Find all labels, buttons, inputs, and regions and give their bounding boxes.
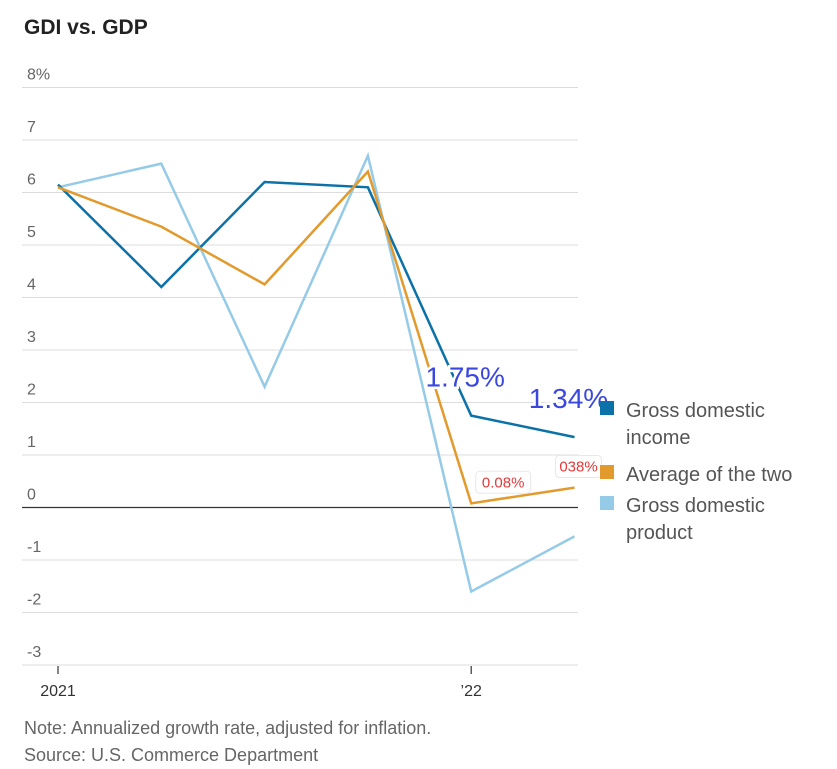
y-axis-ticks: -3 -2 -1 0 1 2 3 4 5 6 7 8% [27,67,50,662]
y-tick-label: -2 [27,592,41,609]
annotation-label-small: 0.08% [482,474,525,491]
chart-title: GDI vs. GDP [24,16,148,39]
value-annotations: 1.75% 1.34% 0.08% 038% [423,359,611,494]
y-tick-label: -3 [27,644,41,661]
series-line-gdi [57,180,575,439]
x-tick-label: ’22 [461,683,482,700]
legend-swatch-gdi [600,401,614,415]
annotation-label-small: 038% [559,459,597,476]
y-tick-label: 5 [27,224,36,241]
legend-label-average: Average of the two [626,464,792,486]
legend-label-gdp: Gross domestic [626,495,765,517]
series-lines [57,151,576,594]
x-tick-label: 2021 [40,683,76,700]
y-tick-label: 4 [27,277,36,294]
chart-source: Source: U.S. Commerce Department [24,745,319,765]
y-tick-label: 0 [27,487,36,504]
y-tick-label: -1 [27,539,41,556]
series-line-gdp [57,151,576,594]
legend-swatch-average [600,465,614,479]
chart-note: Note: Annualized growth rate, adjusted f… [24,718,432,738]
legend-label-gdi: income [626,427,690,449]
y-tick-label: 8% [27,67,50,84]
series-line-average [57,169,575,505]
y-tick-label: 2 [27,382,36,399]
legend-label-gdp: product [626,522,693,544]
x-axis: 2021 ’22 [40,666,482,700]
legend-label-gdi: Gross domestic [626,400,765,422]
y-tick-label: 3 [27,329,36,346]
y-tick-label: 1 [27,434,36,451]
y-tick-label: 6 [27,172,36,189]
annotation-label-big: 1.75% [425,362,504,393]
legend: Gross domestic income Average of the two Gr… [600,400,792,544]
y-tick-label: 7 [27,119,36,136]
annotation-box [475,470,532,494]
annotation-label-big: 1.34% [529,383,608,414]
legend-swatch-gdp [600,496,614,510]
